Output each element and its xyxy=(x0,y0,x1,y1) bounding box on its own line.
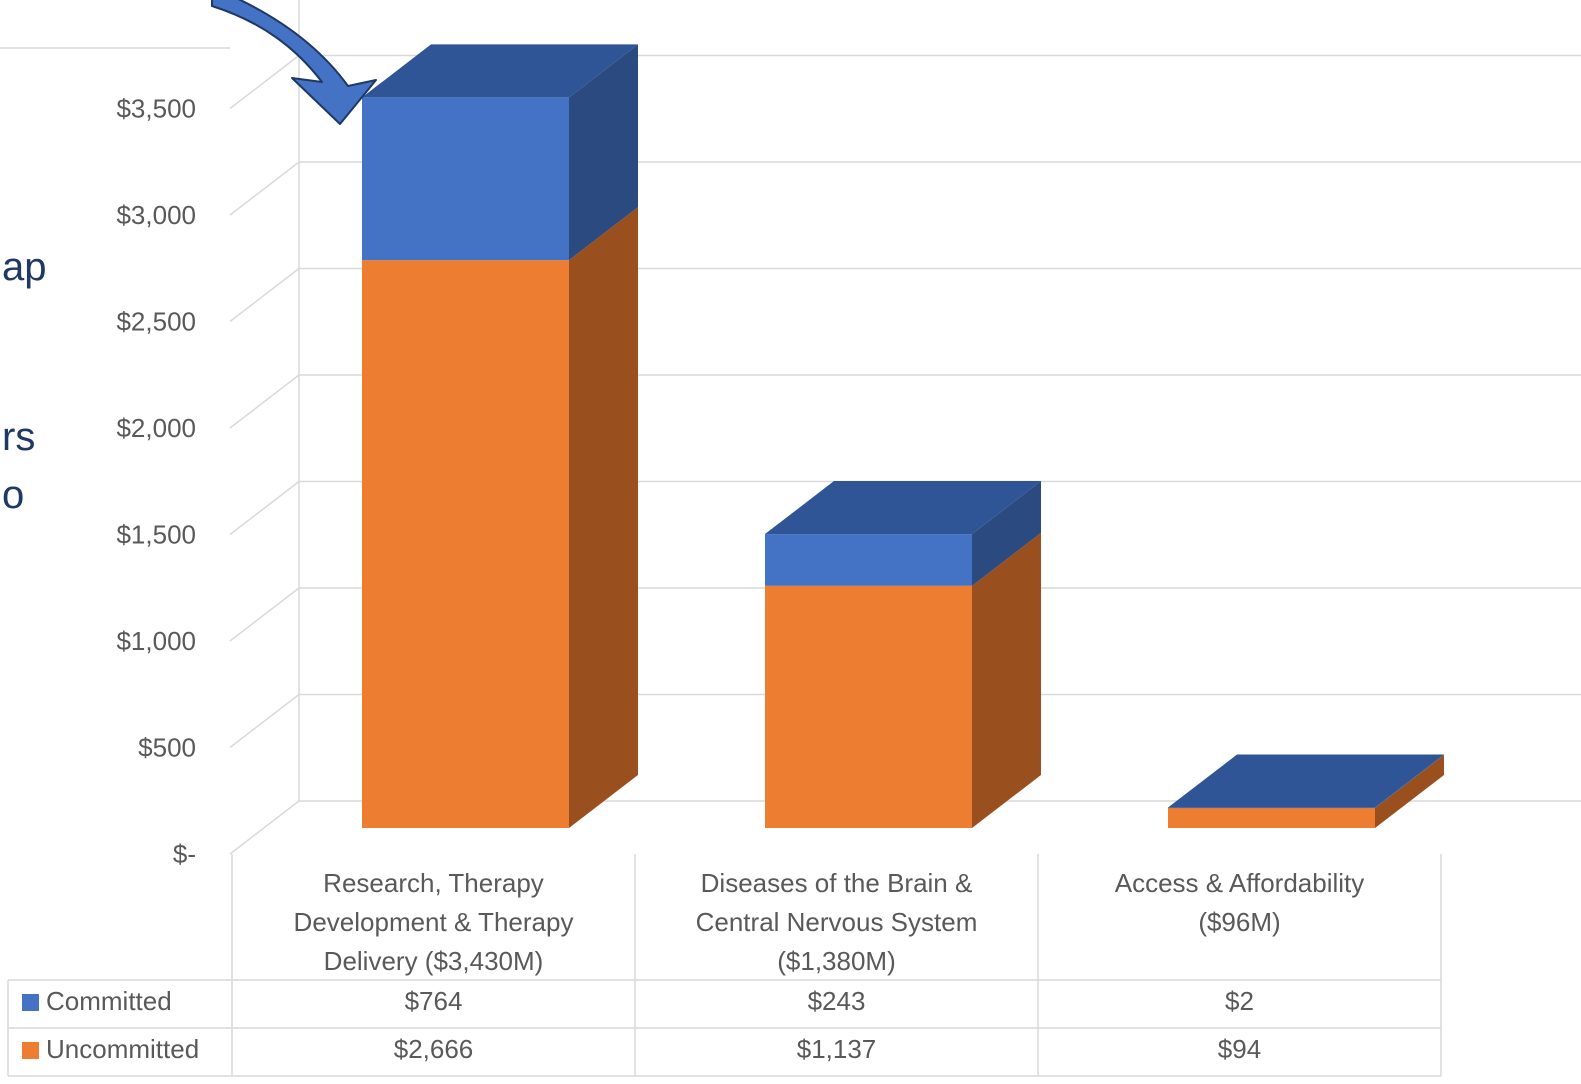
y-tick-label: $2,000 xyxy=(116,413,196,443)
y-tick-label: $- xyxy=(173,839,196,869)
y-tick-label: $3,500 xyxy=(116,94,196,124)
legend-swatch xyxy=(22,1042,39,1059)
bar-committed xyxy=(1168,807,1375,809)
bars xyxy=(362,44,1444,829)
bar-top xyxy=(1168,754,1444,808)
bar-group xyxy=(765,481,1041,828)
y-tick-label: $1,000 xyxy=(116,626,196,656)
side-text-fragments: ap rs o xyxy=(2,245,47,517)
annotation-arrow xyxy=(211,0,377,125)
data-label: $2,666 xyxy=(394,1034,474,1064)
side-text-fragment: rs xyxy=(2,415,35,459)
gridline-diagonal xyxy=(229,480,300,536)
category-label: ($96M) xyxy=(1198,907,1280,937)
bar-uncommitted-side xyxy=(569,207,638,829)
gridline-diagonal xyxy=(229,800,300,855)
bar-uncommitted xyxy=(1168,807,1375,828)
bar-committed xyxy=(362,97,569,261)
data-label: $764 xyxy=(405,986,463,1016)
gridline-diagonal xyxy=(229,374,300,429)
bar-uncommitted-side xyxy=(1375,754,1444,828)
y-tick-label: $2,500 xyxy=(116,307,196,337)
category-label: ($1,380M) xyxy=(777,946,896,976)
category-label: Central Nervous System xyxy=(696,907,978,937)
legend-label: Committed xyxy=(46,986,172,1016)
category-label: Access & Affordability xyxy=(1115,868,1365,898)
gridline-diagonal xyxy=(229,54,300,110)
category-label: Research, Therapy xyxy=(323,868,544,898)
side-text-fragment: o xyxy=(2,473,24,517)
y-tick-label: $1,500 xyxy=(116,520,196,550)
data-label: $2 xyxy=(1225,986,1254,1016)
arrow-icon xyxy=(211,0,377,125)
y-tick-label: $500 xyxy=(138,733,196,763)
data-label: $94 xyxy=(1218,1034,1261,1064)
category-label: Development & Therapy xyxy=(294,907,574,937)
category-label: Delivery ($3,430M) xyxy=(324,946,544,976)
gridline-diagonal xyxy=(229,693,300,749)
data-label: $243 xyxy=(808,986,866,1016)
gridline-diagonal xyxy=(229,267,300,323)
bar-top xyxy=(362,44,638,98)
bar-committed xyxy=(765,534,972,586)
bar-uncommitted-side xyxy=(972,532,1041,828)
gridline-diagonal xyxy=(229,161,300,216)
bar-uncommitted xyxy=(765,585,972,828)
category-label: Diseases of the Brain & xyxy=(701,868,973,898)
y-tick-label: $3,000 xyxy=(116,200,196,230)
bar-committed-side xyxy=(972,481,1041,586)
data-table: Research, Therapy Development & Therapy De… xyxy=(7,854,1442,1077)
legend-swatch xyxy=(22,994,39,1011)
bar-committed-side xyxy=(569,44,638,261)
y-axis-tick-labels: $- $500 $1,000 $1,500 $2,000 $2,500 $3,000 $3,5… xyxy=(116,94,196,870)
gridline-diagonal xyxy=(229,587,300,642)
bar-uncommitted xyxy=(362,260,569,829)
bar-committed-side xyxy=(1375,754,1444,808)
legend-label: Uncommitted xyxy=(46,1034,199,1064)
bar-top xyxy=(765,481,1041,535)
bar-group xyxy=(362,44,638,829)
data-label: $1,137 xyxy=(797,1034,877,1064)
side-text-fragment: ap xyxy=(2,245,47,289)
bar-group xyxy=(1168,754,1444,828)
